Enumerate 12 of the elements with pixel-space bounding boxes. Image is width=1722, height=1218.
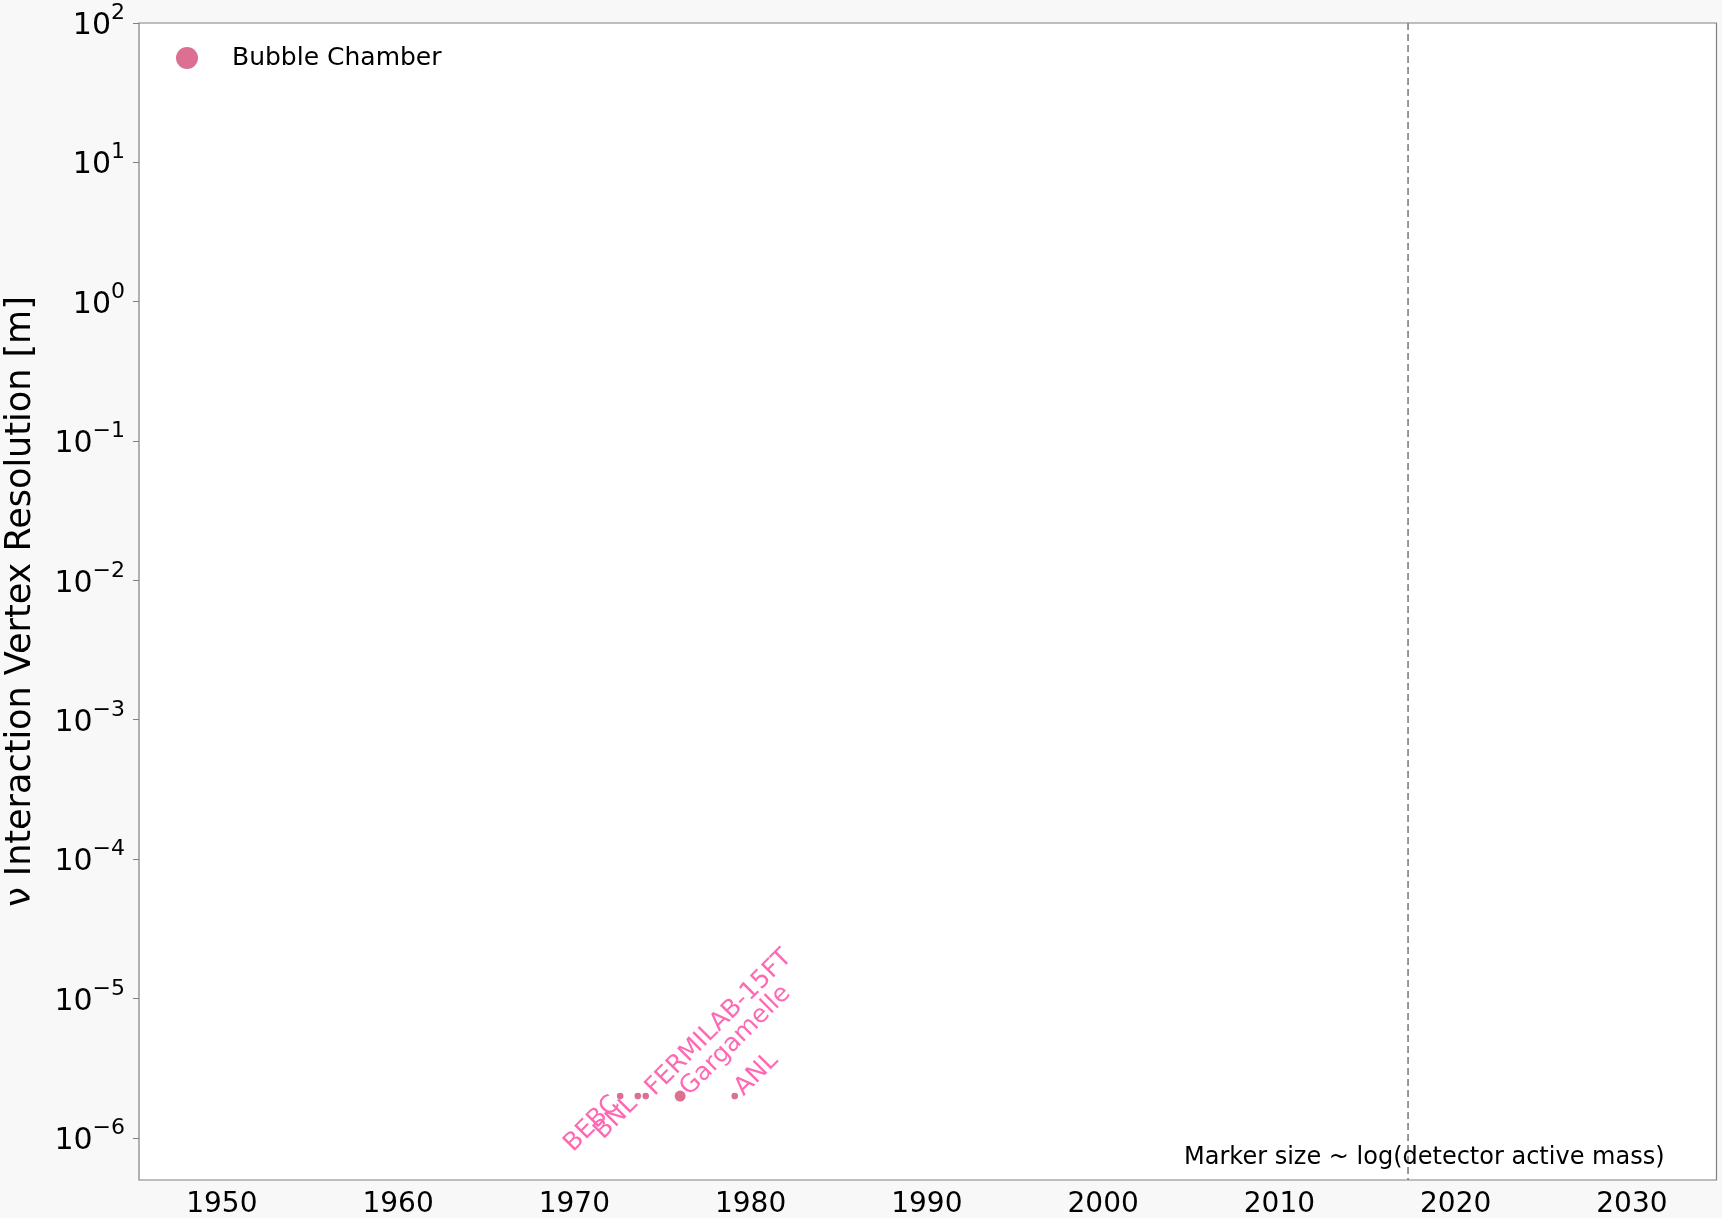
x-tick-label: 1980 <box>714 1186 787 1218</box>
x-tick-label: 2000 <box>1067 1186 1139 1218</box>
annotation: Marker size ~ log(detector active mass) <box>1184 1142 1665 1171</box>
x-tick-label: 2030 <box>1596 1186 1668 1218</box>
x-tick-label: 2020 <box>1420 1186 1492 1218</box>
y-axis-title: ν Interaction Vertex Resolution [m] <box>0 296 39 907</box>
x-tick-label: 1990 <box>891 1186 963 1218</box>
x-tick-label: 1950 <box>186 1186 258 1218</box>
legend-label: Bubble Chamber <box>232 41 443 71</box>
x-tick-label: 1960 <box>362 1186 434 1218</box>
x-tick-label: 2010 <box>1243 1186 1316 1218</box>
x-tick-label: 1970 <box>538 1186 610 1218</box>
